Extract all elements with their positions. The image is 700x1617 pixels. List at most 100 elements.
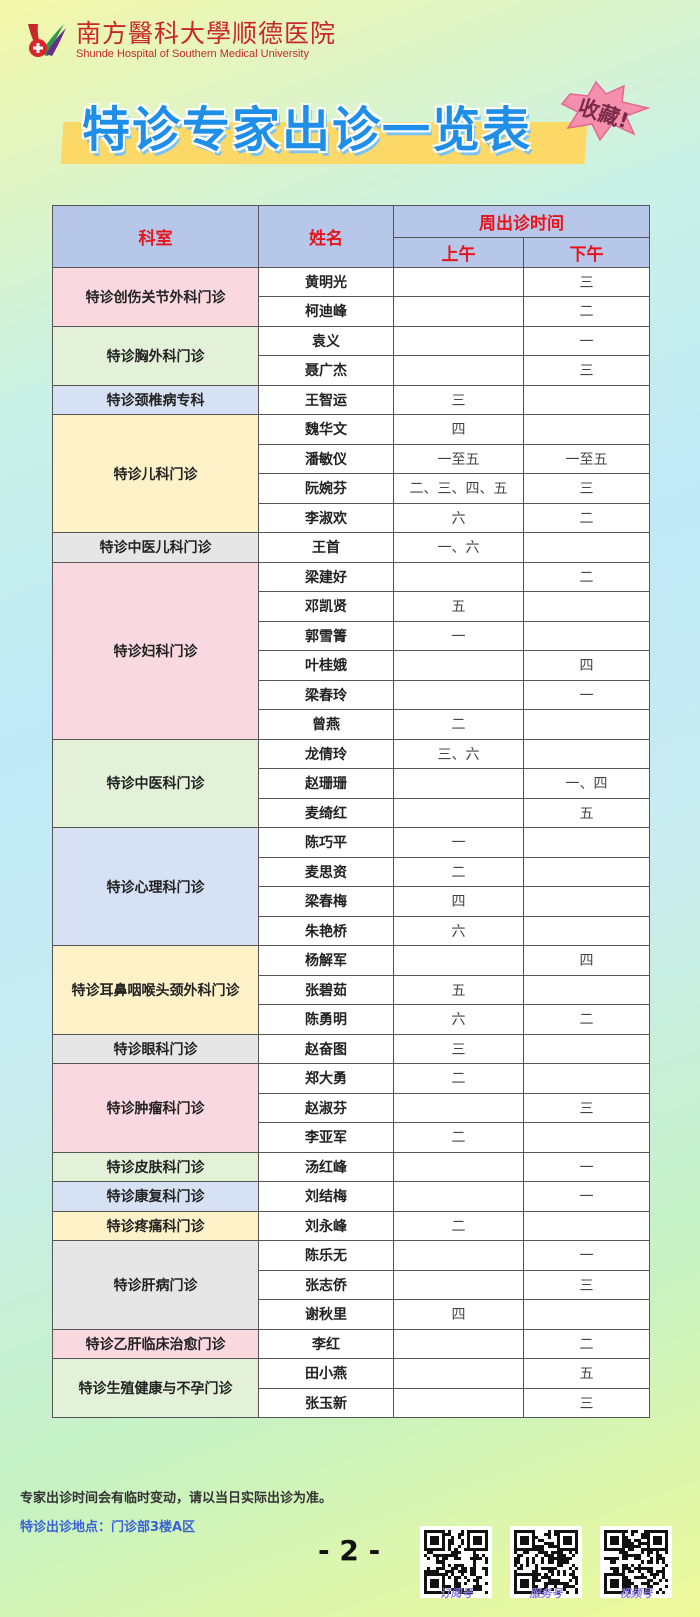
table-row: 特诊心理科门诊 陈巧平一 xyxy=(52,827,650,946)
pm-schedule-cell xyxy=(523,384,650,415)
page-title: 特诊专家出诊一览表 xyxy=(82,102,533,158)
doctor-name-cell: 杨解军 xyxy=(258,945,394,976)
doctor-name-cell: 谢秋里 xyxy=(258,1299,394,1330)
doctor-name-cell: 张志侨 xyxy=(258,1269,394,1300)
department-cell: 特诊创伤关节外科门诊 xyxy=(52,266,259,327)
am-schedule-cell xyxy=(393,1240,524,1271)
am-schedule-cell xyxy=(393,1092,524,1123)
table-row: 特诊肿瘤科门诊 郑大勇二 xyxy=(52,1063,650,1153)
table-row: 曾燕二 xyxy=(53,709,650,740)
doctor-name-cell: 田小燕 xyxy=(258,1358,394,1389)
department-cell: 特诊康复科门诊 xyxy=(52,1181,259,1212)
doctor-name-cell: 麦绮红 xyxy=(258,797,394,828)
department-cell: 特诊生殖健康与不孕门诊 xyxy=(52,1358,259,1418)
pm-schedule-cell: 一 xyxy=(523,1151,650,1182)
table-row: 李淑欢六二 xyxy=(53,502,650,533)
table-row: 特诊中医儿科门诊 王首 一、六 xyxy=(52,532,650,563)
table-row: 李亚军二 xyxy=(53,1122,650,1153)
doctor-name-cell: 潘敏仪 xyxy=(258,443,394,474)
table-row: 赵珊珊 一、四 xyxy=(53,768,650,799)
qr-code-label: 订阅号 xyxy=(439,1587,473,1600)
pm-schedule-cell xyxy=(523,738,650,769)
table-row: 梁春梅四 xyxy=(53,886,650,917)
doctor-name-cell: 郑大勇 xyxy=(258,1063,394,1094)
am-schedule-cell xyxy=(393,1328,524,1359)
am-schedule-cell xyxy=(393,650,524,681)
doctor-name-cell: 李淑欢 xyxy=(258,502,394,533)
table-row: 麦思资二 xyxy=(53,856,650,887)
table-row: 郭雪箐一 xyxy=(53,620,650,651)
am-schedule-cell: 二、三、四、五 xyxy=(393,473,524,504)
pm-schedule-cell: 三 xyxy=(523,355,650,386)
header-schedule: 周出诊时间 xyxy=(393,205,650,238)
doctor-name-cell: 龙倩玲 xyxy=(258,738,394,769)
table-row: 陈勇明六二 xyxy=(53,1004,650,1035)
pm-schedule-cell: 一、四 xyxy=(523,768,650,799)
hospital-logo: 南方醫科大學顺德医院 Shunde Hospital of Southern M… xyxy=(24,20,336,60)
qr-code-label: 服务号 xyxy=(529,1587,563,1600)
am-schedule-cell: 二 xyxy=(393,709,524,740)
pm-schedule-cell xyxy=(523,856,650,887)
table-row: 谢秋里四 xyxy=(53,1299,650,1330)
doctor-name-cell: 曾燕 xyxy=(258,709,394,740)
header-pm: 下午 xyxy=(523,237,650,268)
doctor-name-cell: 阮婉芬 xyxy=(258,473,394,504)
doctor-name-cell: 赵珊珊 xyxy=(258,768,394,799)
pm-schedule-cell xyxy=(523,1210,650,1241)
pm-schedule-cell xyxy=(523,1033,650,1064)
doctor-name-cell: 赵奋图 xyxy=(258,1033,394,1064)
doctor-name-cell: 麦思资 xyxy=(258,856,394,887)
table-row: 特诊儿科门诊 魏华文四 xyxy=(52,414,650,533)
pm-schedule-cell xyxy=(523,532,650,563)
department-cell: 特诊妇科门诊 xyxy=(52,561,259,740)
pm-schedule-cell: 一 xyxy=(523,1181,650,1212)
pm-schedule-cell xyxy=(523,620,650,651)
pm-schedule-cell xyxy=(523,1063,650,1094)
doctor-name-cell: 黄明光 xyxy=(258,266,394,297)
am-schedule-cell: 四 xyxy=(393,1299,524,1330)
table-row: 张玉新 三 xyxy=(53,1387,650,1418)
department-cell: 特诊疼痛科门诊 xyxy=(52,1210,259,1241)
doctor-name-cell: 刘结梅 xyxy=(258,1181,394,1212)
doctor-name-cell: 邓凯贤 xyxy=(258,591,394,622)
schedule-change-notice: 专家出诊时间会有临时变动，请以当日实际出诊为准。 xyxy=(20,1491,333,1506)
header-name: 姓名 xyxy=(258,205,394,268)
table-row: 张碧茹五 xyxy=(53,974,650,1005)
doctor-name-cell: 陈巧平 xyxy=(258,827,394,858)
header-am: 上午 xyxy=(393,237,524,268)
table-row: 聂广杰 三 xyxy=(53,355,650,386)
table-row: 赵淑芬 三 xyxy=(53,1092,650,1123)
department-cell: 特诊中医科门诊 xyxy=(52,738,259,828)
table-row: 特诊胸外科门诊 袁义 一 xyxy=(52,325,650,386)
header-dept: 科室 xyxy=(52,205,259,268)
am-schedule-cell xyxy=(393,768,524,799)
am-schedule-cell: 二 xyxy=(393,856,524,887)
department-cell: 特诊皮肤科门诊 xyxy=(52,1151,259,1182)
table-row: 叶桂娥 四 xyxy=(53,650,650,681)
am-schedule-cell xyxy=(393,679,524,710)
pm-schedule-cell xyxy=(523,1299,650,1330)
table-row: 特诊康复科门诊 刘结梅 一 xyxy=(52,1181,650,1212)
table-row: 潘敏仪 一至五 一至五 xyxy=(53,443,650,474)
am-schedule-cell: 六 xyxy=(393,1004,524,1035)
pm-schedule-cell xyxy=(523,1122,650,1153)
am-schedule-cell: 四 xyxy=(393,886,524,917)
doctor-name-cell: 刘永峰 xyxy=(258,1210,394,1241)
am-schedule-cell: 六 xyxy=(393,915,524,946)
department-cell: 特诊肝病门诊 xyxy=(52,1240,259,1330)
doctor-name-cell: 袁义 xyxy=(258,325,394,356)
table-row: 特诊眼科门诊 赵奋图三 xyxy=(52,1033,650,1064)
doctor-name-cell: 魏华文 xyxy=(258,414,394,445)
am-schedule-cell: 二 xyxy=(393,1210,524,1241)
table-row: 特诊创伤关节外科门诊 黄明光 三 xyxy=(52,266,650,327)
department-cell: 特诊胸外科门诊 xyxy=(52,325,259,386)
am-schedule-cell xyxy=(393,266,524,297)
pm-schedule-cell: 五 xyxy=(523,797,650,828)
bookmark-badge: 收藏! xyxy=(560,80,652,142)
am-schedule-cell: 五 xyxy=(393,974,524,1005)
doctor-name-cell: 李红 xyxy=(258,1328,394,1359)
pm-schedule-cell: 二 xyxy=(523,1004,650,1035)
department-cell: 特诊肿瘤科门诊 xyxy=(52,1063,259,1153)
table-row: 特诊肝病门诊 陈乐无 一 xyxy=(52,1240,650,1330)
pm-schedule-cell: 二 xyxy=(523,561,650,592)
